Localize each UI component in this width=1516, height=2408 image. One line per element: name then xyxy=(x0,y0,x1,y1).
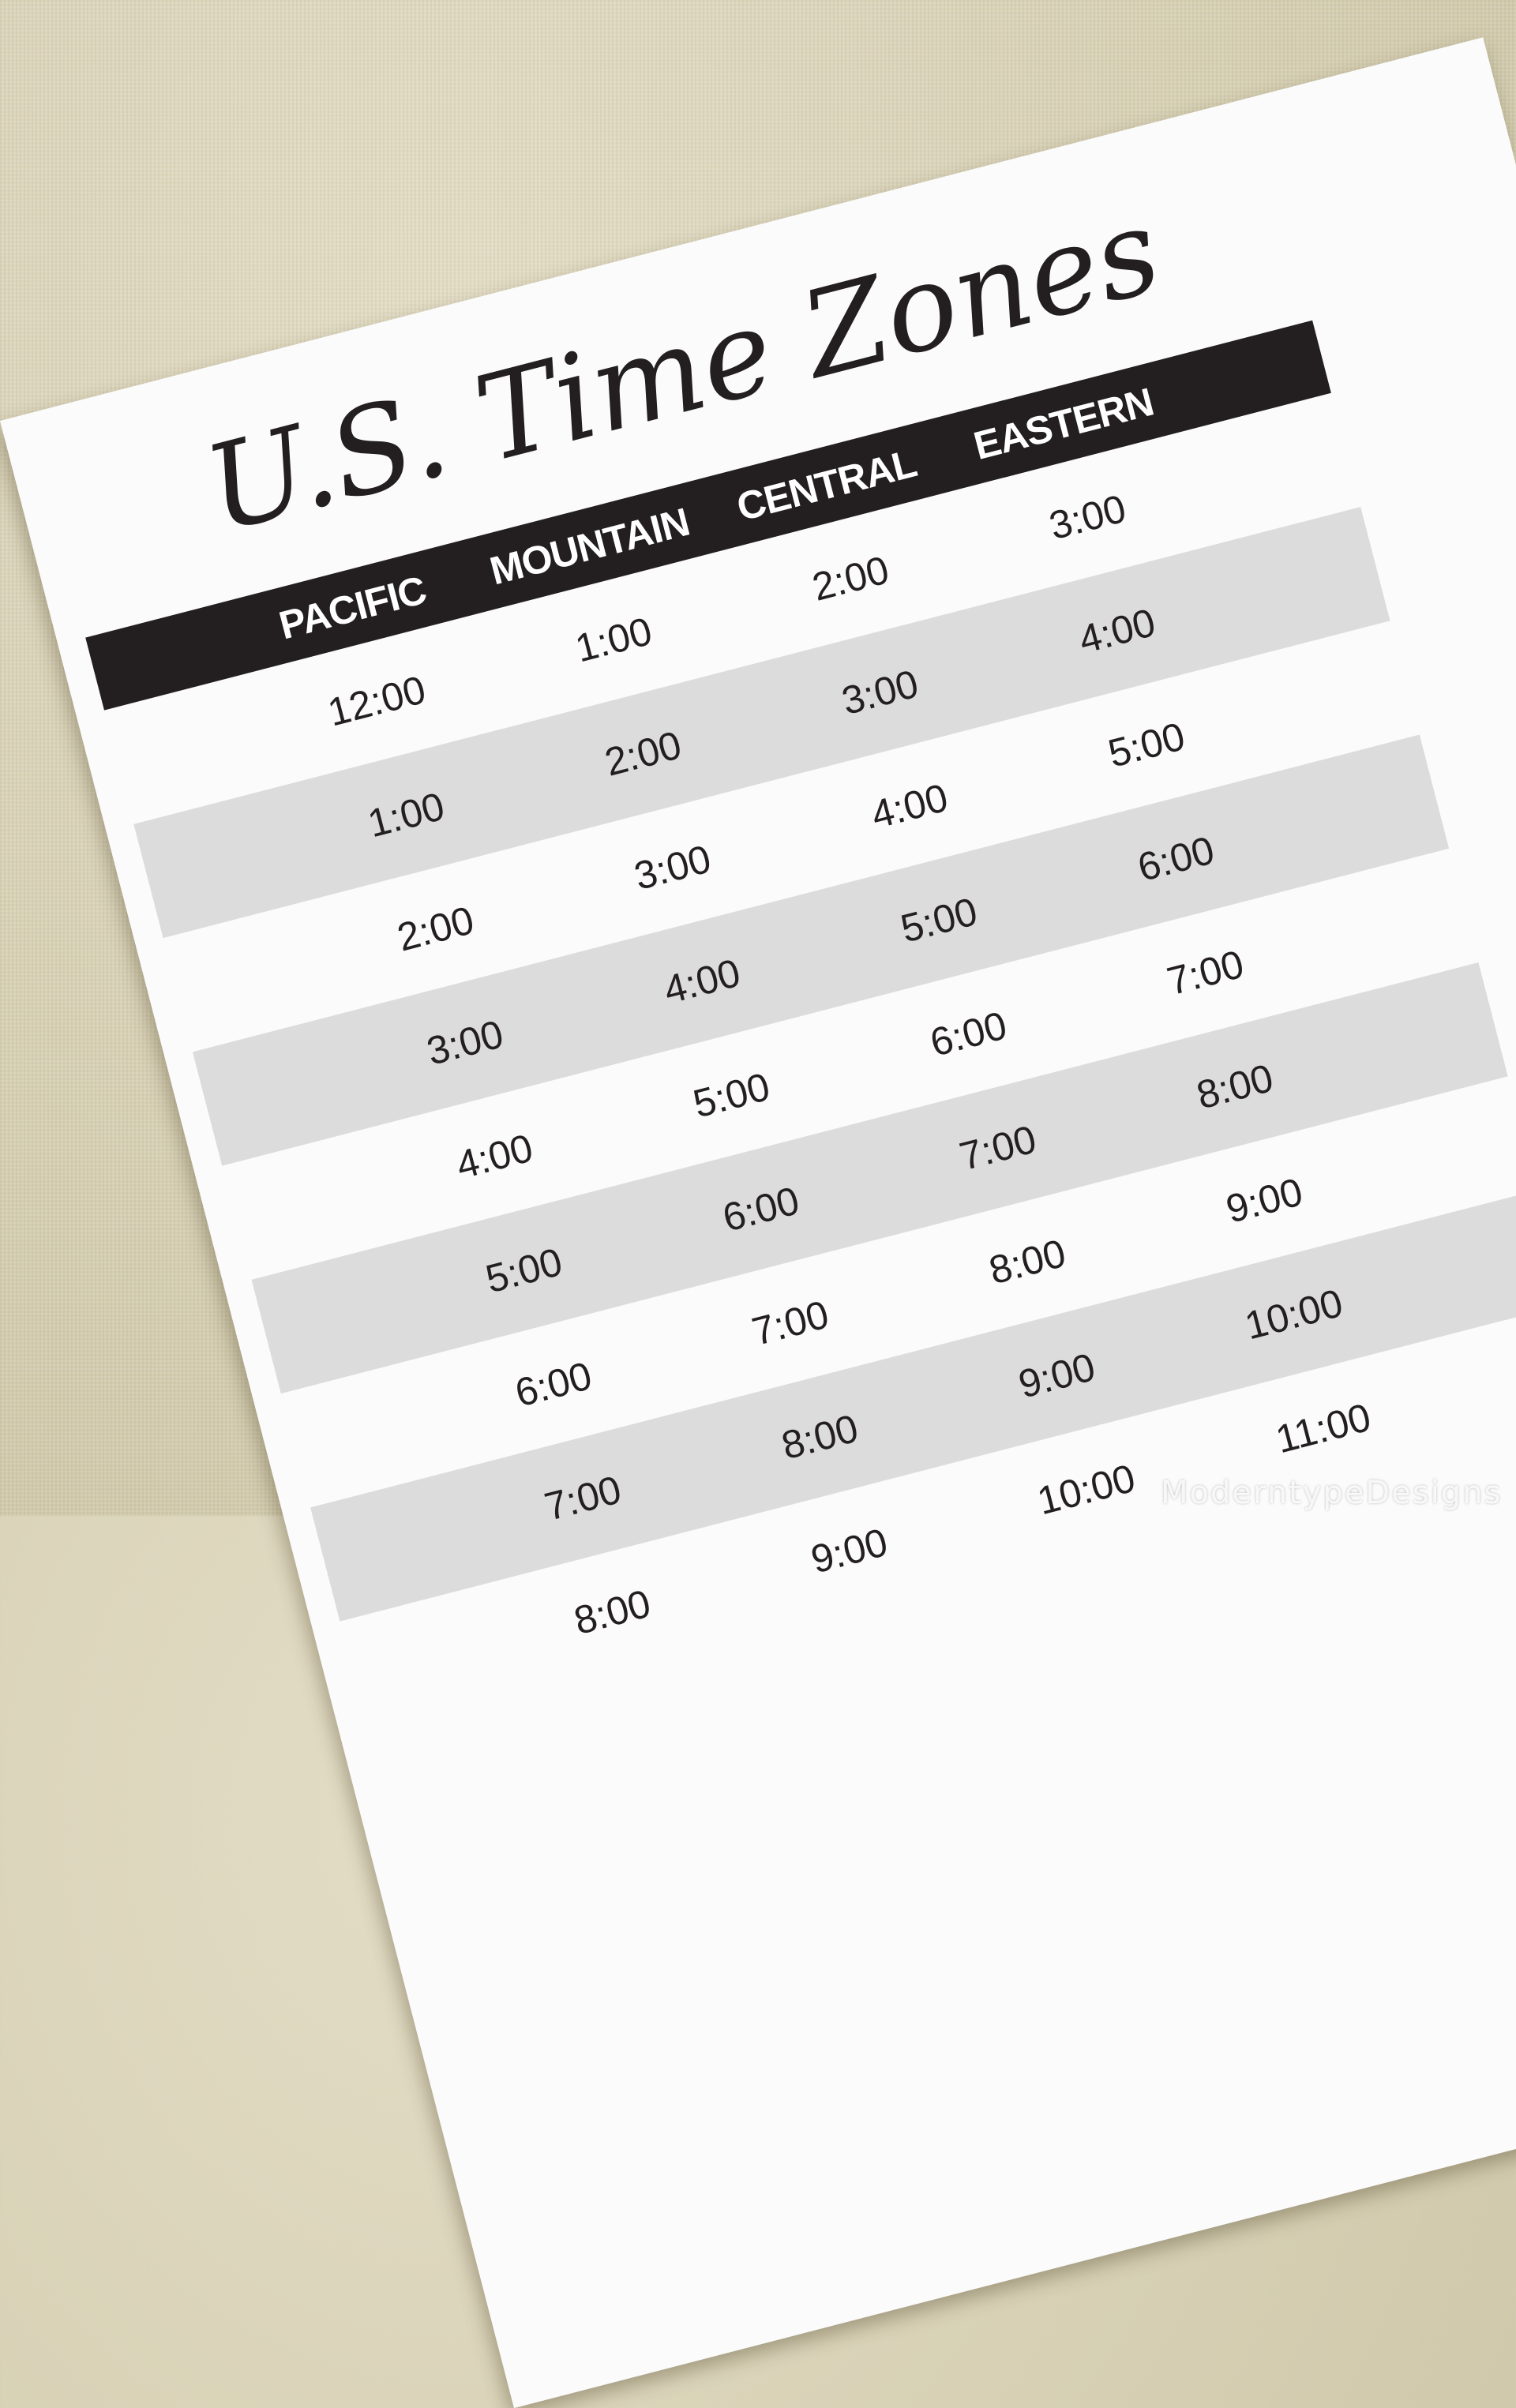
time-value: 6:00 xyxy=(510,1352,596,1416)
time-value: 6:00 xyxy=(925,1002,1011,1065)
time-value: 6:00 xyxy=(1133,827,1219,890)
watermark: ModerntypeDesigns xyxy=(1161,1475,1503,1511)
time-value: 5:00 xyxy=(689,1063,775,1127)
time-value: 3:00 xyxy=(1045,486,1131,548)
time-value: 4:00 xyxy=(866,775,952,837)
time-value: 7:00 xyxy=(539,1466,626,1529)
time-value: 3:00 xyxy=(422,1011,508,1074)
title-word: Zones xyxy=(789,182,1173,406)
time-value: 4:00 xyxy=(452,1125,538,1187)
time-value: 7:00 xyxy=(955,1116,1041,1179)
time-value: 10:00 xyxy=(1240,1280,1348,1348)
time-value: 5:00 xyxy=(895,888,982,951)
title-word: U.S. xyxy=(193,366,461,560)
time-value: 8:00 xyxy=(777,1405,863,1468)
time-value: 10:00 xyxy=(1033,1455,1140,1523)
title-word: Time xyxy=(463,281,787,490)
time-value: 7:00 xyxy=(1162,941,1248,1003)
time-value: 1:00 xyxy=(570,608,657,671)
time-value: 1:00 xyxy=(363,783,449,846)
time-value: 7:00 xyxy=(747,1291,834,1354)
time-value: 11:00 xyxy=(1270,1394,1375,1461)
time-value: 2:00 xyxy=(808,546,894,610)
time-value: 9:00 xyxy=(1221,1168,1308,1232)
time-value: 4:00 xyxy=(659,950,745,1012)
time-value: 9:00 xyxy=(1014,1344,1100,1407)
time-value: 8:00 xyxy=(984,1230,1071,1292)
time-value: 12:00 xyxy=(323,666,430,735)
time-value: 8:00 xyxy=(1191,1055,1278,1118)
time-value: 6:00 xyxy=(718,1177,804,1240)
time-value: 9:00 xyxy=(806,1519,892,1582)
time-value: 3:00 xyxy=(629,835,715,898)
time-value: 4:00 xyxy=(1074,599,1160,662)
time-value: 5:00 xyxy=(1103,713,1190,776)
time-value: 2:00 xyxy=(600,722,686,785)
time-value: 5:00 xyxy=(481,1239,567,1301)
time-value: 2:00 xyxy=(392,897,478,960)
time-value: 3:00 xyxy=(837,661,923,723)
printable-sheet: U.S. Time Zones 12:00 1:00 2:00 3:00 1:00 2:0… xyxy=(0,37,1516,2408)
time-value: 8:00 xyxy=(569,1581,655,1643)
